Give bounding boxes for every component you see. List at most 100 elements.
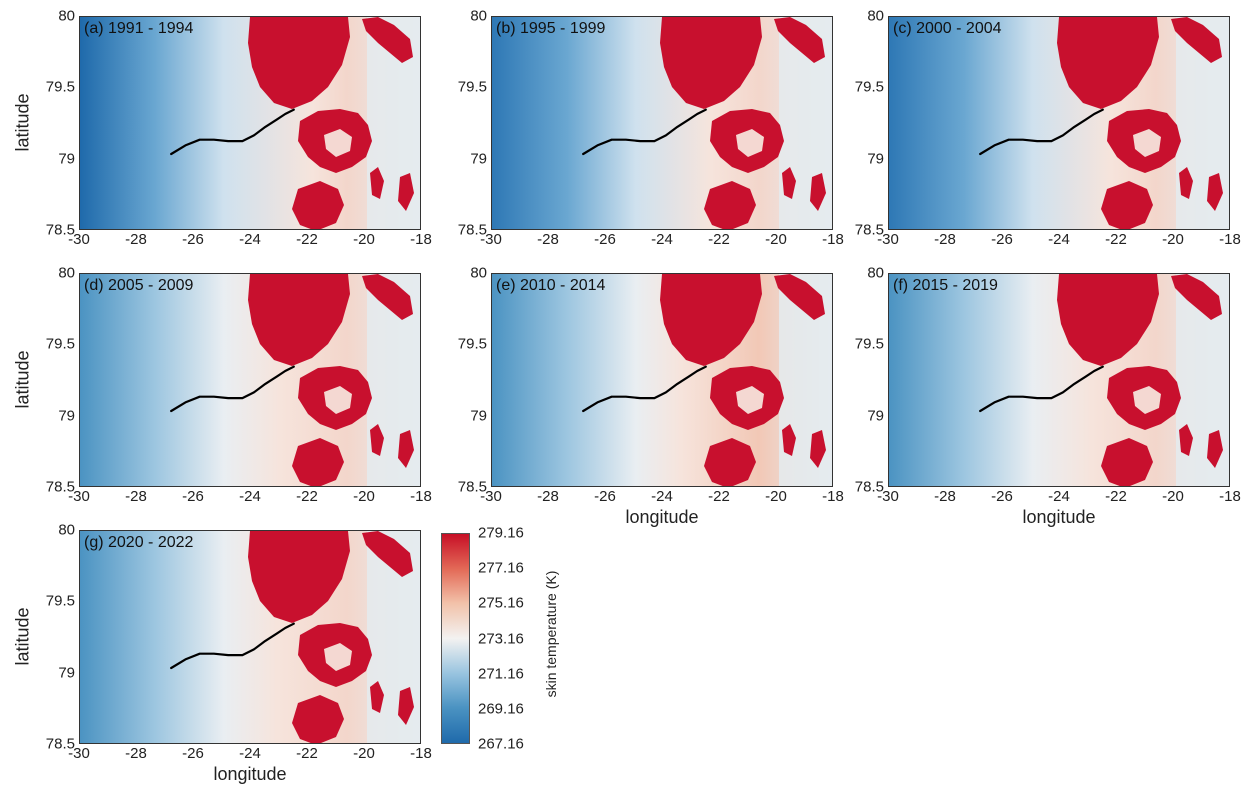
x-tick-label: -22: [296, 231, 318, 248]
y-tick-label: 79: [470, 150, 487, 168]
x-tick-label: -26: [182, 745, 204, 762]
flowline-track: [582, 365, 707, 413]
warm-region-south-east: [782, 424, 796, 456]
map-panel: (a) 1991 - 1994: [79, 16, 421, 230]
panel-label: (d) 2005 - 2009: [84, 277, 194, 294]
panel-label: (b) 1995 - 1999: [496, 20, 606, 37]
temperature-field: [80, 274, 420, 486]
y-tick-label: 78.5: [854, 478, 884, 496]
colorbar: [441, 533, 470, 744]
y-tick-label: 78.5: [45, 735, 75, 753]
warm-region-south: [292, 438, 344, 486]
x-tick-label: -28: [537, 488, 559, 505]
warm-region-north: [248, 17, 350, 109]
x-tick-label: -20: [1162, 488, 1184, 505]
warm-region-north: [1057, 17, 1159, 109]
y-tick-label: 79.5: [45, 335, 75, 353]
y-tick-label: 79: [58, 150, 75, 168]
x-tick-label: -20: [353, 488, 375, 505]
panel-label: (e) 2010 - 2014: [496, 277, 606, 294]
x-axis-label: longitude: [213, 764, 287, 784]
x-tick-label: -28: [934, 231, 956, 248]
x-tick-label: -22: [708, 488, 730, 505]
x-tick-label: -28: [537, 231, 559, 248]
x-tick-label: -26: [594, 488, 616, 505]
warm-region-northeast: [1171, 17, 1222, 63]
x-tick-label: -18: [410, 231, 432, 248]
warm-region-gap: [1133, 386, 1161, 414]
y-tick-label: 79.5: [45, 592, 75, 610]
flowline-track: [170, 365, 295, 413]
y-tick-label: 78.5: [457, 221, 487, 239]
warm-region-gap: [736, 129, 764, 157]
x-tick-label: -30: [877, 231, 899, 248]
warm-region-northeast: [362, 531, 413, 577]
x-tick-label: -28: [125, 488, 147, 505]
x-tick-label: -20: [353, 231, 375, 248]
map-panel: (b) 1995 - 1999: [491, 16, 833, 230]
warm-region-north: [248, 274, 350, 366]
warm-region-south: [292, 181, 344, 229]
y-tick-label: 79: [58, 664, 75, 682]
y-tick-label: 78.5: [45, 478, 75, 496]
warm-region-north: [248, 531, 350, 623]
warm-region-far-east: [810, 430, 826, 468]
warm-region-gap: [324, 643, 352, 671]
x-tick-label: -30: [68, 488, 90, 505]
warm-region-far-east: [398, 430, 414, 468]
colorbar-tick-label: 269.16: [478, 700, 524, 718]
x-tick-label: -18: [1219, 231, 1241, 248]
warm-region-northeast: [774, 274, 825, 320]
x-tick-label: -26: [182, 231, 204, 248]
warm-region-north: [660, 17, 762, 109]
colorbar-tick-label: 267.16: [478, 735, 524, 753]
warm-region-south-east: [370, 424, 384, 456]
y-tick-label: 80: [867, 264, 884, 282]
y-axis-label: latitude: [12, 607, 33, 666]
x-tick-label: -22: [1105, 231, 1127, 248]
temperature-field: [492, 274, 832, 486]
map-panel: (e) 2010 - 2014: [491, 273, 833, 487]
x-tick-label: -20: [765, 488, 787, 505]
y-tick-label: 80: [470, 7, 487, 25]
x-tick-label: -26: [991, 488, 1013, 505]
warm-region-northeast: [774, 17, 825, 63]
y-tick-label: 80: [470, 264, 487, 282]
x-tick-label: -18: [822, 231, 844, 248]
warm-region-south: [292, 695, 344, 743]
x-tick-label: -18: [1219, 488, 1241, 505]
x-tick-label: -24: [651, 488, 673, 505]
warm-region-north: [660, 274, 762, 366]
y-tick-label: 78.5: [457, 478, 487, 496]
x-tick-label: -24: [239, 231, 261, 248]
warm-region-gap: [736, 386, 764, 414]
warm-region-far-east: [1207, 430, 1223, 468]
y-tick-label: 79: [58, 407, 75, 425]
x-tick-label: -26: [991, 231, 1013, 248]
warm-region-south: [1101, 181, 1153, 229]
warm-region-south: [704, 181, 756, 229]
x-tick-label: -22: [296, 745, 318, 762]
y-tick-label: 79: [470, 407, 487, 425]
x-tick-label: -20: [353, 745, 375, 762]
y-tick-label: 79.5: [457, 335, 487, 353]
x-tick-label: -22: [1105, 488, 1127, 505]
warm-region-south-east: [1179, 167, 1193, 199]
temperature-field: [80, 531, 420, 743]
warm-region-south: [704, 438, 756, 486]
flowline-track: [170, 622, 295, 670]
warm-region-far-east: [398, 687, 414, 725]
colorbar-tick-label: 275.16: [478, 594, 524, 612]
x-tick-label: -18: [822, 488, 844, 505]
flowline-track: [582, 108, 707, 156]
warm-region-far-east: [810, 173, 826, 211]
panel-label: (c) 2000 - 2004: [893, 20, 1002, 37]
y-tick-label: 80: [58, 264, 75, 282]
y-tick-label: 80: [58, 521, 75, 539]
y-axis-label: latitude: [12, 350, 33, 409]
flowline-track: [170, 108, 295, 156]
temperature-field: [492, 17, 832, 229]
x-tick-label: -26: [182, 488, 204, 505]
temperature-field: [889, 17, 1229, 229]
x-tick-label: -30: [68, 231, 90, 248]
